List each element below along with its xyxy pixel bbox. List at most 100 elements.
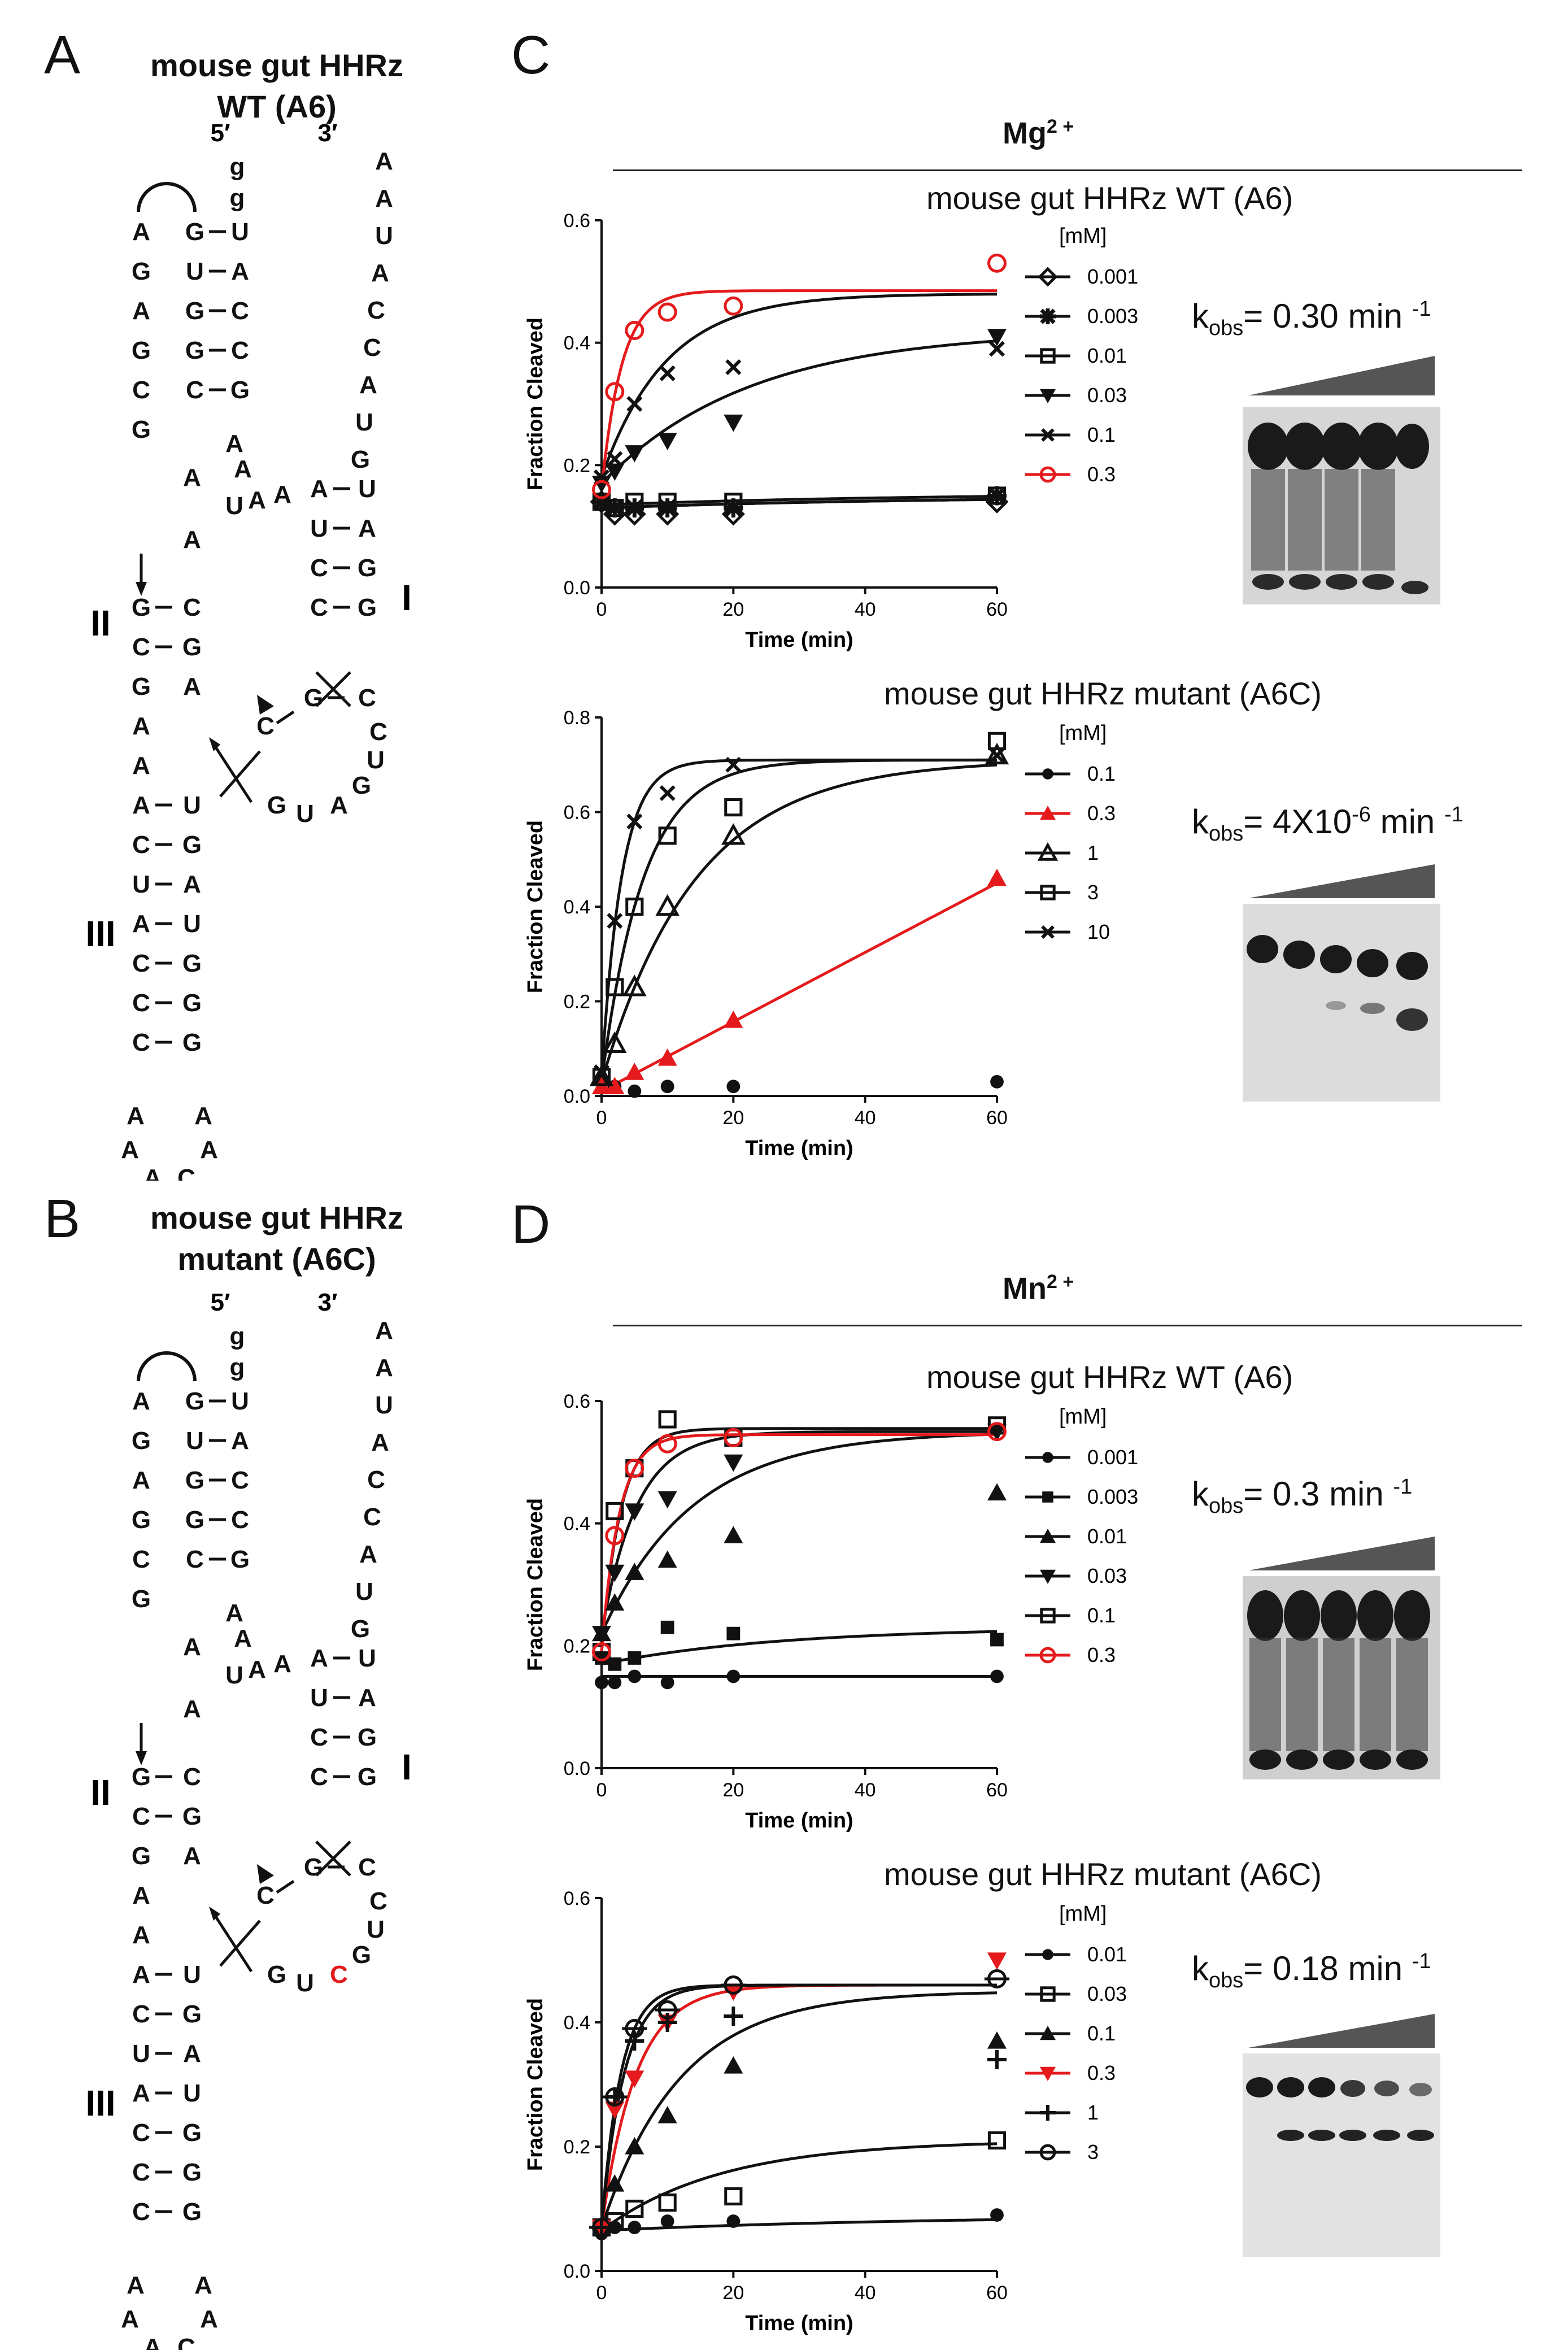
gel-band-substrate <box>1340 2080 1365 2097</box>
series-1 <box>589 742 1009 1086</box>
stem-label-ii: II <box>90 1772 111 1813</box>
nucleotide: A <box>234 455 252 483</box>
nucleotide: U <box>186 1427 204 1455</box>
gel-band-substrate <box>1358 423 1399 470</box>
marker-circle-open <box>605 1526 625 1546</box>
fit-curve <box>600 763 998 1082</box>
nucleotide: G <box>304 684 323 712</box>
panel-b-title-line2: mutant (A6C) <box>177 1241 376 1277</box>
marker-circle-open <box>1039 1647 1056 1664</box>
marker-x <box>988 341 1005 357</box>
legend-label: 0.1 <box>1087 1604 1116 1627</box>
x-tick-label: 20 <box>722 2282 744 2304</box>
nucleotide: A <box>127 2271 145 2299</box>
marker-circle-filled <box>628 1084 642 1098</box>
marker-triangle <box>657 1048 677 1066</box>
nucleotide: C <box>132 950 150 977</box>
nucleotide: g <box>230 1354 245 1381</box>
kobs-exp: -1 <box>1412 297 1431 321</box>
nucleotide: G <box>185 1387 204 1415</box>
nucleotide: A <box>132 910 150 938</box>
marker-circle-open <box>987 253 1007 273</box>
legend-label: 0.3 <box>1087 802 1116 825</box>
marker-circle-filled <box>628 2221 642 2234</box>
y-tick-label: 0.0 <box>564 1086 590 1107</box>
marker-triangle-open <box>721 823 746 845</box>
gel-band-substrate <box>1396 952 1428 980</box>
gel-band-product <box>1277 2130 1304 2141</box>
nucleotide: A <box>194 2271 212 2299</box>
marker-square-open <box>658 826 677 845</box>
nucleotide: G <box>132 258 151 285</box>
nucleotide: G <box>132 1763 151 1791</box>
panel-a-title-line1: mouse gut HHRz <box>150 47 403 83</box>
marker-triangle-open <box>603 1031 627 1053</box>
nucleotide: U <box>367 746 385 774</box>
fit-curve <box>600 1433 998 1634</box>
gel-band-substrate <box>1395 424 1429 469</box>
marker-triangle <box>625 1063 644 1080</box>
series-0.3 <box>592 868 1007 1094</box>
nucleotide: A <box>358 515 376 542</box>
legend-label: 0.03 <box>1087 1564 1127 1587</box>
nucleotide: C <box>358 684 376 712</box>
marker-circle-filled <box>608 1676 622 1690</box>
marker-x <box>626 813 643 830</box>
gel-band-product <box>1339 2130 1366 2141</box>
marker-triangle-down <box>625 2070 644 2088</box>
nucleotide: C <box>132 831 150 859</box>
marker-triangle-down <box>987 1952 1007 1970</box>
marker-triangle <box>1040 1529 1056 1543</box>
nucleotide: A <box>273 1650 291 1678</box>
gel-smear <box>1396 1638 1428 1751</box>
nucleotide: A <box>231 258 249 285</box>
nucleotide: U <box>183 791 201 819</box>
chart-mg-mutant: 0.0 0.2 0.4 0.6 0.8 0 20 40 60 Time (min) Fraction… <box>524 707 1116 1160</box>
fit-curve <box>600 1427 997 1652</box>
nucleotide: A <box>183 2040 201 2068</box>
y-tick-label: 0.6 <box>564 210 590 232</box>
marker-circle-filled <box>990 1669 1004 1683</box>
gel-smear <box>1249 1638 1281 1751</box>
nucleotide: C <box>256 712 275 740</box>
arrowhead <box>209 737 220 751</box>
marker-x <box>659 785 676 802</box>
kobs-sub: obs <box>1209 1969 1244 1992</box>
nucleotide: A <box>121 1136 139 1164</box>
panel-letter-d: D <box>511 1194 551 1255</box>
nucleotide: C <box>358 1853 376 1881</box>
x-tick-label: 0 <box>596 2282 607 2304</box>
gel-band-product <box>1360 1750 1391 1770</box>
nucleotide: C <box>132 1803 150 1830</box>
loop-arc <box>137 1351 197 1382</box>
x-axis-label: Time (min) <box>745 628 853 652</box>
marker-triangle-open <box>1037 842 1059 861</box>
nucleotide: A <box>273 481 291 508</box>
x-tick-label: 20 <box>722 599 744 620</box>
marker-circle-open <box>625 1459 644 1478</box>
marker-square-open <box>1040 1608 1056 1624</box>
kobs-mn-mutant: kobs= 0.18 min -1 <box>1192 1949 1431 1993</box>
nucleotide: C <box>231 297 249 325</box>
nucleotide: g <box>230 184 245 212</box>
fit-curve <box>600 1433 997 1652</box>
series-0.01 <box>592 486 1007 517</box>
marker-square-open <box>658 493 677 511</box>
y-tick-label: 0.2 <box>564 991 590 1013</box>
nucleotide: U <box>183 1961 201 1988</box>
cleavage-site-marker <box>257 695 274 715</box>
marker-triangle <box>724 2056 743 2074</box>
gel-band-substrate <box>1394 1590 1430 1641</box>
marker-circle-filled <box>990 1074 1004 1089</box>
nucleotide: G <box>182 831 202 859</box>
marker-triangle <box>625 1563 644 1580</box>
interaction-arrow <box>219 1920 261 1967</box>
legend-label: 1 <box>1087 841 1099 864</box>
marker-square-filled <box>1042 1491 1053 1503</box>
nucleotide: A <box>225 430 243 458</box>
fit-curve <box>600 1430 997 1634</box>
x-axis-label: Time (min) <box>745 1137 853 1160</box>
marker-circle-filled <box>660 1676 674 1690</box>
